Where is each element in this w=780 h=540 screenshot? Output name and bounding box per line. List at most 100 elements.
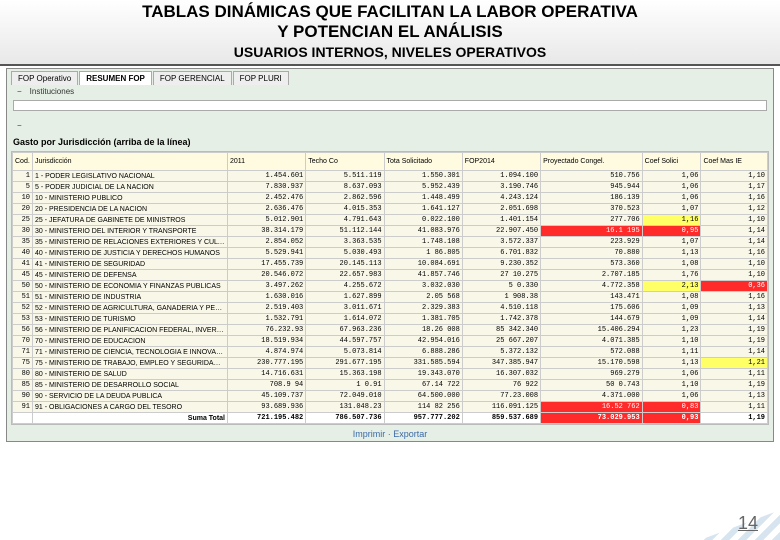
total-label: Suma Total: [33, 413, 228, 424]
cell-val: 3.032.030: [384, 281, 462, 292]
cell-total: 786.507.736: [306, 413, 384, 424]
cell-cod: 1: [13, 171, 33, 182]
table-row[interactable]: 9090 - SERVICIO DE LA DEUDA PUBLICA45.10…: [13, 391, 768, 402]
cell-val: 2.854.052: [228, 237, 306, 248]
cell-val: 15.363.198: [306, 369, 384, 380]
tab-fop-operativo[interactable]: FOP Operativo: [11, 71, 78, 85]
cell-val: 67.14 722: [384, 380, 462, 391]
table-row[interactable]: 5353 - MINISTERIO DE TURISMO1.532.7911.6…: [13, 314, 768, 325]
table-row[interactable]: 2525 - JEFATURA DE GABINETE DE MINISTROS…: [13, 215, 768, 226]
cell-val: 3.190.746: [462, 182, 540, 193]
cell-val: 1,19: [701, 380, 768, 391]
table-row[interactable]: 4040 - MINISTERIO DE JUSTICIA Y DERECHOS…: [13, 248, 768, 259]
cell-val: 1,13: [701, 303, 768, 314]
filter-input[interactable]: [13, 100, 767, 111]
table-row[interactable]: 5050 - MINISTERIO DE ECONOMIA Y FINANZAS…: [13, 281, 768, 292]
cell-val: 6.701.832: [462, 248, 540, 259]
cell-desc: 20 - PRESIDENCIA DE LA NACION: [33, 204, 228, 215]
export-link[interactable]: Exportar: [393, 429, 427, 439]
col-desc[interactable]: Jurisdicción: [33, 153, 228, 171]
collapse-icon-2[interactable]: −: [13, 121, 26, 130]
table-row[interactable]: 5656 - MINISTERIO DE PLANIFICACION FEDER…: [13, 325, 768, 336]
cell-val: 1.550.301: [384, 171, 462, 182]
table-row[interactable]: 8585 - MINISTERIO DE DESARROLLO SOCIAL70…: [13, 380, 768, 391]
tab-resumen-fop[interactable]: RESUMEN FOP: [79, 71, 152, 85]
cell-val: 4.071.385: [541, 336, 643, 347]
cell-val: 1.448.499: [384, 193, 462, 204]
title-line2: Y POTENCIAN EL ANÁLISIS: [10, 22, 770, 42]
table-row[interactable]: 55 - PODER JUDICIAL DE LA NACION7.830.93…: [13, 182, 768, 193]
cell-cod: 56: [13, 325, 33, 336]
cell-cod: 80: [13, 369, 33, 380]
col-cod[interactable]: Cod.: [13, 153, 33, 171]
cell-cod: 53: [13, 314, 33, 325]
table-row[interactable]: 5151 - MINISTERIO DE INDUSTRIA1.630.0161…: [13, 292, 768, 303]
cell-val: 116.091.125: [462, 402, 540, 413]
cell-cod: 85: [13, 380, 33, 391]
col-fop2014[interactable]: FOP2014: [462, 153, 540, 171]
cell-val: 1,13: [642, 358, 701, 369]
table-row[interactable]: 7070 - MINISTERIO DE EDUCACION18.519.934…: [13, 336, 768, 347]
cell-val: 223.929: [541, 237, 643, 248]
cell-desc: 41 - MINISTERIO DE SEGURIDAD: [33, 259, 228, 270]
cell-val: 708.9 94: [228, 380, 306, 391]
cell-val: 1.094.100: [462, 171, 540, 182]
cell-desc: 70 - MINISTERIO DE EDUCACION: [33, 336, 228, 347]
cell-val: 4.874.974: [228, 347, 306, 358]
cell-val: 1,10: [701, 215, 768, 226]
print-link[interactable]: Imprimir: [353, 429, 386, 439]
data-grid: Cod. Jurisdicción 2011 Techo Co Tota Sol…: [11, 151, 769, 425]
cell-cod: 45: [13, 270, 33, 281]
cell-val: 1,19: [701, 336, 768, 347]
cell-val: 4.510.118: [462, 303, 540, 314]
cell-val: 15.170.598: [541, 358, 643, 369]
cell-val: 42.954.016: [384, 336, 462, 347]
cell-val: 1,10: [642, 380, 701, 391]
cell-val: 10.084.691: [384, 259, 462, 270]
table-row[interactable]: 2020 - PRESIDENCIA DE LA NACION2.636.476…: [13, 204, 768, 215]
col-coef-mas[interactable]: Coef Mas IE: [701, 153, 768, 171]
col-2011[interactable]: 2011: [228, 153, 306, 171]
cell-val: 5.372.132: [462, 347, 540, 358]
cell-val: 1,14: [701, 314, 768, 325]
col-solicitado[interactable]: Tota Solicitado: [384, 153, 462, 171]
cell-val: 510.756: [541, 171, 643, 182]
cell-val: 1,06: [642, 182, 701, 193]
tab-fop-gerencial[interactable]: FOP GERENCIAL: [153, 71, 232, 85]
table-row[interactable]: 8080 - MINISTERIO DE SALUD14.716.63115.3…: [13, 369, 768, 380]
col-techo[interactable]: Techo Co: [306, 153, 384, 171]
col-coef-solici[interactable]: Coef Solici: [642, 153, 701, 171]
cell-val: 3.572.337: [462, 237, 540, 248]
cell-cod: 10: [13, 193, 33, 204]
cell-val: 1,13: [701, 391, 768, 402]
cell-val: 16.1 195: [541, 226, 643, 237]
table-row[interactable]: 4545 - MINISTERIO DE DEFENSA20.546.07222…: [13, 270, 768, 281]
cell-val: 1.641.127: [384, 204, 462, 215]
cell-val: 2.862.596: [306, 193, 384, 204]
cell-desc: 45 - MINISTERIO DE DEFENSA: [33, 270, 228, 281]
table-row[interactable]: 7171 - MINISTERIO DE CIENCIA, TECNOLOGIA…: [13, 347, 768, 358]
cell-desc: 51 - MINISTERIO DE INDUSTRIA: [33, 292, 228, 303]
collapse-icon[interactable]: −: [13, 87, 26, 96]
col-proyectado[interactable]: Proyectado Congel.: [541, 153, 643, 171]
table-row[interactable]: 4141 - MINISTERIO DE SEGURIDAD17.455.739…: [13, 259, 768, 270]
table-row[interactable]: 3535 - MINISTERIO DE RELACIONES EXTERIOR…: [13, 237, 768, 248]
tab-fop-pluri[interactable]: FOP PLURI: [233, 71, 289, 85]
cell-val: 1,76: [642, 270, 701, 281]
cell-cod: 75: [13, 358, 33, 369]
table-row[interactable]: 5252 - MINISTERIO DE AGRICULTURA, GANADE…: [13, 303, 768, 314]
cell-val: 0.022.100: [384, 215, 462, 226]
cell-cod: 40: [13, 248, 33, 259]
cell-val: 44.597.757: [306, 336, 384, 347]
table-row[interactable]: 7575 - MINISTERIO DE TRABAJO, EMPLEO Y S…: [13, 358, 768, 369]
table-row[interactable]: 9191 - OBLIGACIONES A CARGO DEL TESORO93…: [13, 402, 768, 413]
title-line1: TABLAS DINÁMICAS QUE FACILITAN LA LABOR …: [10, 2, 770, 22]
cell-val: 1 0.91: [306, 380, 384, 391]
table-row[interactable]: 11 - PODER LEGISLATIVO NACIONAL1.454.601…: [13, 171, 768, 182]
cell-val: 1,08: [642, 259, 701, 270]
cell-val: 1,12: [701, 204, 768, 215]
table-row[interactable]: 3030 - MINISTERIO DEL INTERIOR Y TRANSPO…: [13, 226, 768, 237]
cell-val: 5.529.941: [228, 248, 306, 259]
cell-val: 18.26 008: [384, 325, 462, 336]
table-row[interactable]: 1010 - MINISTERIO PUBLICO2.452.4762.862.…: [13, 193, 768, 204]
